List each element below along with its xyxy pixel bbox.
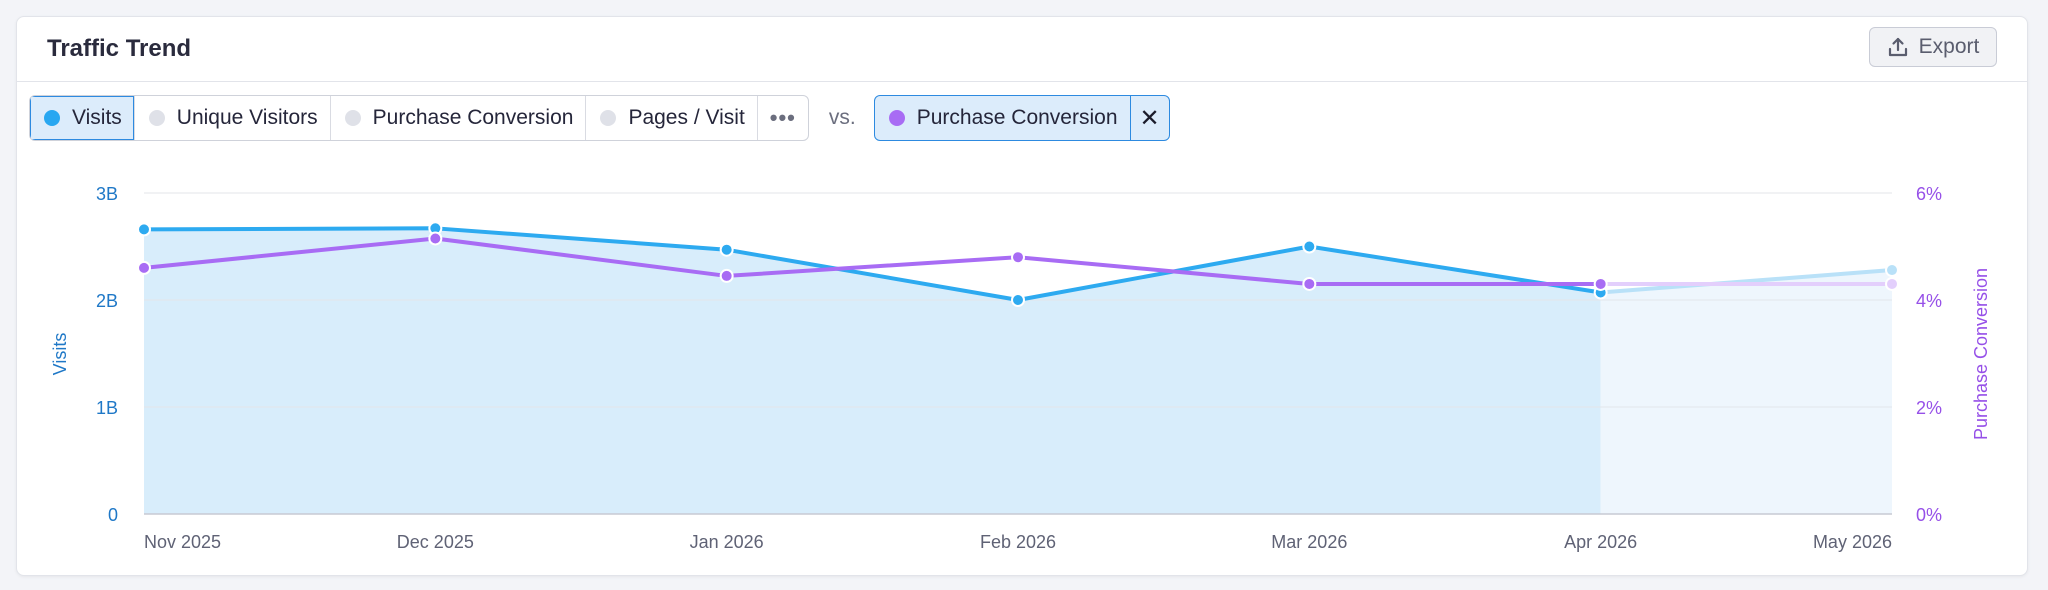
card-title: Traffic Trend bbox=[47, 35, 192, 62]
compare-metric-selector[interactable]: Purchase Conversion bbox=[875, 96, 1131, 140]
compare-dot-icon bbox=[888, 110, 905, 126]
visits-partial-area-fill bbox=[1600, 270, 1892, 514]
x-axis-tick-label: Mar 2026 bbox=[1271, 532, 1347, 552]
visits-point bbox=[1302, 239, 1317, 254]
visits-line bbox=[142, 226, 1603, 302]
x-axis-tick-label: May 2026 bbox=[1813, 532, 1892, 552]
export-label: Export bbox=[1918, 35, 1980, 58]
close-icon: ✕ bbox=[1139, 104, 1160, 132]
metric-toggle-visits[interactable]: Visits bbox=[30, 96, 135, 140]
conversion-point bbox=[1885, 276, 1899, 291]
x-axis-tick-label: Nov 2025 bbox=[144, 532, 221, 552]
right-axis-tick-label: 4% bbox=[1916, 291, 1942, 311]
visits-dot-icon bbox=[44, 110, 60, 126]
right-axis-tick-label: 6% bbox=[1916, 184, 1942, 204]
left-axis-tick-label: 1B bbox=[96, 398, 118, 418]
export-button[interactable]: Export bbox=[1869, 27, 1997, 67]
export-icon bbox=[1887, 36, 1909, 58]
visits-point bbox=[1011, 293, 1025, 307]
x-axis-tick-label: Apr 2026 bbox=[1564, 532, 1637, 552]
visits-point bbox=[1885, 263, 1899, 278]
compare-metric-label: Purchase Conversion bbox=[916, 106, 1118, 129]
left-axis-tick-label: 0 bbox=[108, 505, 118, 525]
conversion-point bbox=[1011, 250, 1025, 265]
conversion-point bbox=[1302, 276, 1317, 291]
more-metrics-button[interactable]: ••• bbox=[769, 105, 796, 130]
x-axis-tick-label: Feb 2026 bbox=[980, 532, 1056, 552]
conversion-point bbox=[428, 231, 443, 246]
conversion-line bbox=[142, 236, 1603, 286]
x-axis-tick-label: Dec 2025 bbox=[397, 532, 474, 552]
metric-label: Pages / Visit bbox=[628, 106, 745, 129]
metric-toggle-purchase-conversion[interactable]: Purchase Conversion bbox=[331, 96, 587, 140]
vs-label: vs. bbox=[828, 106, 856, 129]
right-axis-tick-label: 2% bbox=[1916, 398, 1942, 418]
metric-toggle-group: Visits Unique Visitors Purchase Conversi… bbox=[29, 95, 809, 141]
x-axis-tick-label: Jan 2026 bbox=[690, 532, 764, 552]
metric-label: Purchase Conversion bbox=[372, 106, 574, 129]
left-axis-tick-label: 2B bbox=[96, 291, 118, 311]
metric-toggle-unique-visitors[interactable]: Unique Visitors bbox=[135, 96, 331, 140]
visits-partial-line bbox=[1598, 268, 1894, 295]
compare-metric-chip: Purchase Conversion ✕ bbox=[873, 95, 1170, 141]
conversion-point bbox=[1593, 276, 1608, 291]
metric-selector: Visits Unique Visitors Purchase Conversi… bbox=[29, 95, 1170, 141]
right-axis-title: Purchase Conversion bbox=[1971, 268, 1991, 440]
conversion-point bbox=[137, 260, 151, 275]
unique-visitors-dot-icon bbox=[148, 110, 165, 126]
right-axis-tick-label: 0% bbox=[1916, 505, 1942, 525]
remove-compare-button[interactable]: ✕ bbox=[1131, 96, 1169, 140]
metric-label: Visits bbox=[72, 106, 122, 129]
left-axis-tick-label: 3B bbox=[96, 184, 118, 204]
metric-label: Unique Visitors bbox=[176, 106, 318, 129]
metric-toggle-pages-per-visit[interactable]: Pages / Visit bbox=[586, 96, 758, 140]
visits-point bbox=[137, 222, 151, 237]
visits-area-fill bbox=[144, 228, 1601, 514]
conversion-point bbox=[719, 268, 734, 283]
visits-point bbox=[719, 242, 734, 257]
purchase-conversion-dot-icon bbox=[344, 110, 361, 126]
pages-visit-dot-icon bbox=[600, 110, 617, 126]
left-axis-title: Visits bbox=[50, 333, 70, 376]
card-header: Traffic Trend Export bbox=[17, 17, 2027, 82]
